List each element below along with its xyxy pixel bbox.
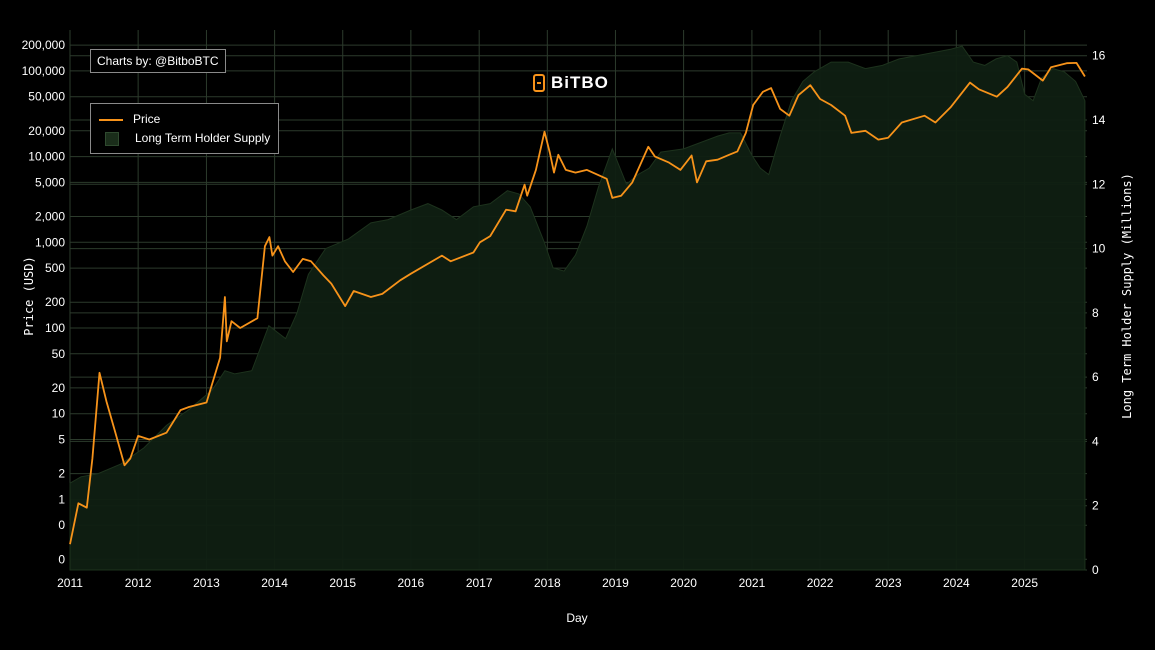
bitbo-logo-icon [533,74,545,92]
supply-area [69,45,1086,571]
x-tick-label: 2018 [534,576,561,590]
x-tick-label: 2022 [807,576,834,590]
x-axis-title: Day [566,611,587,625]
x-tick-label: 2011 [57,576,83,590]
x-axis-ticks: 2011 2012 2013 2014 2015 2016 2017 2018 2019 2020… [57,576,1038,590]
y-left-tick-label: 500 [45,261,65,275]
logo-text: BiTBO [551,73,609,92]
x-tick-label: 2014 [261,576,288,590]
x-tick-label: 2015 [329,576,356,590]
legend-price-label: Price [133,112,161,126]
price-swatch [99,118,123,121]
legend: Price Long Term Holder Supply [90,103,280,154]
y-right-tick-label: 0 [1092,563,1099,577]
y-left-tick-label: 0 [58,518,65,532]
y-left-tick-label: 50 [52,347,66,361]
y-left-tick-label: 100 [45,321,65,335]
y-left-tick-label: 100,000 [22,64,66,78]
y-right-tick-label: 12 [1092,177,1106,191]
x-tick-label: 2019 [602,576,629,590]
y-left-tick-label: 5 [58,432,65,446]
y-right-axis-title: Long Term Holder Supply (Millions) [1120,173,1134,419]
y-left-tick-label: 1,000 [35,235,65,249]
y-left-tick-label: 2,000 [35,209,65,223]
y-left-axis-ticks: 200,000 100,000 50,000 20,000 10,000 5,000 2,0… [22,38,66,566]
y-right-tick-label: 6 [1092,370,1099,384]
y-left-tick-label: 10,000 [28,150,65,164]
legend-item-supply[interactable]: Long Term Holder Supply [99,129,270,148]
y-right-axis-ticks: 16 14 12 10 8 6 4 2 0 [1092,49,1106,577]
x-tick-label: 2024 [943,576,970,590]
y-left-tick-label: 10 [52,407,66,421]
y-right-tick-label: 10 [1092,242,1106,256]
y-left-tick-label: 20,000 [28,124,65,138]
y-right-tick-label: 16 [1092,49,1106,63]
y-left-tick-label: 200,000 [22,38,66,52]
legend-supply-label: Long Term Holder Supply [135,131,271,145]
x-tick-label: 2012 [125,576,152,590]
y-left-tick-label: 200 [45,295,65,309]
bitbo-logo: BiTBO [533,73,609,93]
x-tick-label: 2020 [670,576,697,590]
y-right-tick-label: 2 [1092,499,1099,513]
price-line [69,62,1086,545]
y-left-tick-label: 50,000 [28,90,65,104]
y-left-axis-title: Price (USD) [22,256,36,335]
x-tick-label: 2025 [1011,576,1038,590]
y-left-tick-label: 0 [58,552,65,566]
legend-item-price[interactable]: Price [99,110,270,129]
y-right-tick-label: 4 [1092,434,1099,448]
y-left-tick-label: 5,000 [35,175,65,189]
y-left-tick-label: 1 [58,492,65,506]
y-right-tick-label: 8 [1092,306,1099,320]
x-tick-label: 2021 [739,576,766,590]
x-tick-label: 2023 [875,576,902,590]
y-left-tick-label: 2 [58,467,65,481]
supply-swatch [105,131,119,146]
x-tick-label: 2017 [466,576,493,590]
x-tick-label: 2016 [398,576,425,590]
chart-credit: Charts by: @BitboBTC [90,49,226,73]
x-tick-label: 2013 [193,576,220,590]
y-left-tick-label: 20 [52,381,66,395]
y-right-tick-label: 14 [1092,113,1106,127]
